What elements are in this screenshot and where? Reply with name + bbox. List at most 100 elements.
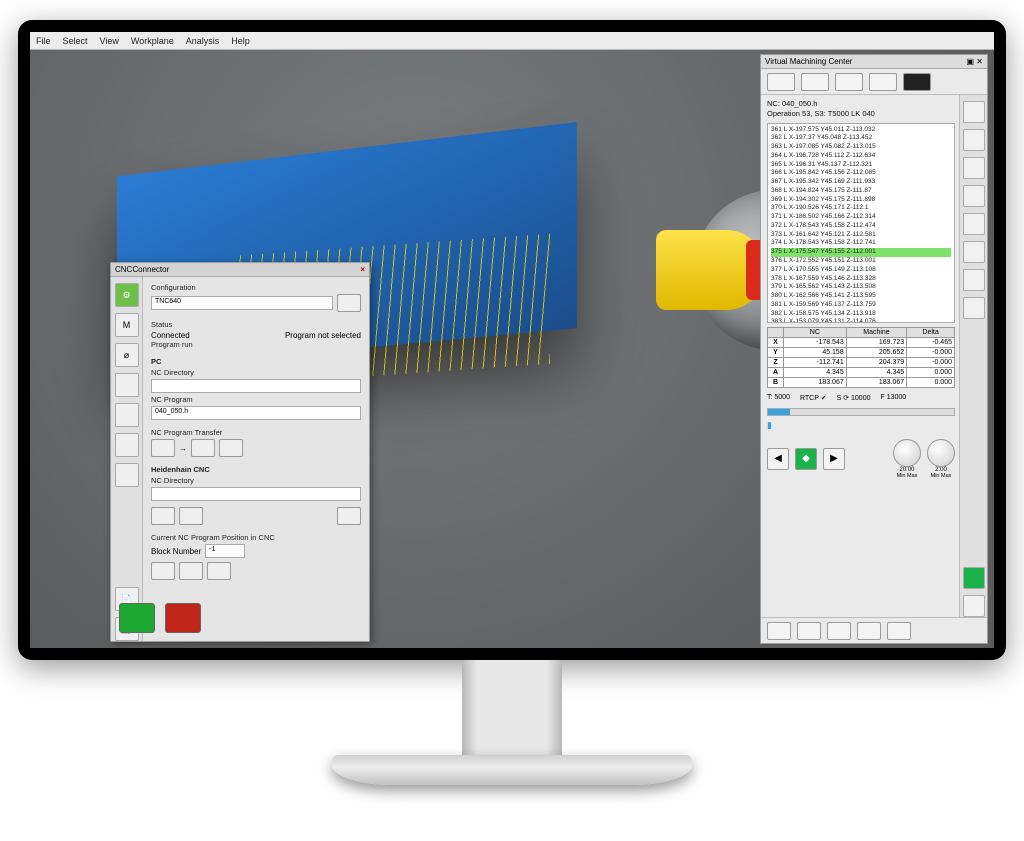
nc-line[interactable]: 366 L X-195.842 Y45.156 Z-112.085 (771, 169, 951, 178)
vmc-rbtn-4[interactable] (963, 185, 985, 207)
vmc-tool-3[interactable] (835, 73, 863, 91)
axis-row-B: B 183.067 183.067 0.000 (768, 377, 955, 387)
nc-line[interactable]: 376 L X-172.552 Y45.151 Z-113.001 (771, 257, 951, 266)
config-label: Configuration (151, 283, 361, 292)
nc-line[interactable]: 367 L X-195.342 Y45.169 Z-111.933 (771, 178, 951, 187)
nc-line[interactable]: 373 L X-161.642 Y45.121 Z-112.581 (771, 231, 951, 240)
vmc-tool-2[interactable] (801, 73, 829, 91)
vmc-tool-1[interactable] (767, 73, 795, 91)
nc-directory-field[interactable] (151, 379, 361, 393)
menu-workplane[interactable]: Workplane (131, 36, 174, 46)
vmc-rbtn-refresh-icon[interactable] (963, 297, 985, 319)
vmc-rbtn-6[interactable] (963, 241, 985, 263)
axis-nc: -112.741 (784, 357, 847, 367)
start-button[interactable] (119, 603, 155, 633)
vmc-tool-5[interactable] (903, 73, 931, 91)
play-button[interactable]: ◆ (795, 448, 817, 470)
cnc-tab-4[interactable] (115, 373, 139, 397)
nc-line[interactable]: 380 L X-162.566 Y45.141 Z-113.595 (771, 292, 951, 301)
axis-machine: 205.652 (846, 347, 906, 357)
cnc-tab-connect-icon[interactable]: ⚙ (115, 283, 139, 307)
cnc-connector-panel: CNCConnector × ⚙ M ⌀ 📄 📊 Configuration (110, 262, 370, 642)
nc-line[interactable]: 369 L X-194.302 Y45.175 Z-111.898 (771, 196, 951, 205)
nc-line[interactable]: 372 L X-178.543 Y45.158 Z-112.474 (771, 222, 951, 231)
nc-line[interactable]: 362 L X-197.37 Y45.048 Z-113.452 (771, 134, 951, 143)
nc-line[interactable]: 371 L X-186.502 Y45.166 Z-112.314 (771, 213, 951, 222)
pos-btn-1[interactable] (151, 562, 175, 580)
menu-select[interactable]: Select (63, 36, 88, 46)
menu-view[interactable]: View (100, 36, 119, 46)
vmc-run-button[interactable] (963, 567, 985, 589)
cnc-tab-tool-icon[interactable]: ⌀ (115, 343, 139, 367)
vmc-footer-btn-3[interactable] (827, 622, 851, 640)
vmc-window-controls[interactable]: ▣ ✕ (967, 57, 983, 66)
menu-analysis[interactable]: Analysis (186, 36, 220, 46)
speed-override-dial[interactable] (927, 439, 955, 467)
config-browse-button[interactable] (337, 294, 361, 312)
cnc-titlebar[interactable]: CNCConnector × (111, 263, 369, 277)
transfer-download-button[interactable] (151, 439, 175, 457)
nc-code-list[interactable]: 361 L X-197.575 Y45.011 Z-113.032362 L X… (767, 123, 955, 323)
pos-btn-2[interactable] (179, 562, 203, 580)
vmc-rbtn-2[interactable] (963, 129, 985, 151)
vmc-rbtn-last[interactable] (963, 595, 985, 617)
nc-line[interactable]: 381 L X-159.569 Y45.137 Z-113.759 (771, 301, 951, 310)
nc-line[interactable]: 370 L X-190.526 Y45.171 Z-112.1 (771, 204, 951, 213)
nc-line[interactable]: 383 L X-153.079 Y45.131 Z-114.076 (771, 318, 951, 322)
feed-override-dial[interactable] (893, 439, 921, 467)
close-icon[interactable]: × (360, 265, 365, 274)
nc-line[interactable]: 365 L X-196.31 Y45.137 Z-112.321 (771, 161, 951, 170)
axis-nc: 45.158 (784, 347, 847, 357)
cnc-tab-5[interactable] (115, 403, 139, 427)
stop-button[interactable] (165, 603, 201, 633)
nc-line[interactable]: 377 L X-170.555 Y45.149 Z-113.108 (771, 266, 951, 275)
heidenhain-btn-3[interactable] (337, 507, 361, 525)
vmc-rbtn-zoom-icon[interactable] (963, 213, 985, 235)
heidenhain-dir-field[interactable] (151, 487, 361, 501)
transfer-target-button[interactable] (191, 439, 215, 457)
cnc-tab-7[interactable] (115, 463, 139, 487)
menu-bar: File Select View Workplane Analysis Help (30, 32, 994, 50)
axis-delta: -0.000 (907, 347, 955, 357)
nc-line[interactable]: 375 L X-175.547 Y45.155 Z-112.001 (771, 248, 951, 257)
axis-nc: 183.067 (784, 377, 847, 387)
step-back-button[interactable]: ◀ (767, 448, 789, 470)
pc-label: PC (151, 357, 361, 366)
vmc-footer-btn-5[interactable] (887, 622, 911, 640)
block-number-field[interactable]: -1 (205, 544, 245, 558)
nc-line[interactable]: 378 L X-167.559 Y45.146 Z-113.328 (771, 275, 951, 284)
menu-help[interactable]: Help (231, 36, 250, 46)
nc-line[interactable]: 364 L X-196.728 Y45.112 Z-112.634 (771, 152, 951, 161)
vmc-rbtn-3[interactable] (963, 157, 985, 179)
nc-line[interactable]: 368 L X-194.824 Y45.175 Z-111.87 (771, 187, 951, 196)
nc-line[interactable]: 382 L X-158.575 Y45.134 Z-113.918 (771, 310, 951, 319)
pos-btn-3[interactable] (207, 562, 231, 580)
vmc-footer-btn-2[interactable] (797, 622, 821, 640)
axis-row-A: A 4.345 4.345 0.000 (768, 367, 955, 377)
vmc-rbtn-1[interactable] (963, 101, 985, 123)
step-fwd-button[interactable]: ▶ (823, 448, 845, 470)
axis-delta: 0.000 (907, 377, 955, 387)
vmc-titlebar[interactable]: Virtual Machining Center ▣ ✕ (761, 55, 987, 69)
transfer-settings-button[interactable] (219, 439, 243, 457)
menu-file[interactable]: File (36, 36, 51, 46)
vmc-footer-btn-4[interactable] (857, 622, 881, 640)
nc-program-field[interactable]: 040_050.h (151, 406, 361, 420)
cnc-tab-machine-icon[interactable]: M (115, 313, 139, 337)
nc-line[interactable]: 379 L X-165.562 Y45.143 Z-113.508 (771, 283, 951, 292)
progress-bar[interactable] (767, 408, 955, 416)
vmc-rbtn-settings-icon[interactable] (963, 269, 985, 291)
config-select[interactable]: TNC640 (151, 296, 333, 310)
nc-line[interactable]: 374 L X-178.543 Y45.158 Z-112.741 (771, 239, 951, 248)
nc-line[interactable]: 363 L X-197.085 Y45.082 Z-113.015 (771, 143, 951, 152)
nc-line[interactable]: 361 L X-197.575 Y45.011 Z-113.032 (771, 126, 951, 135)
block-number-label: Block Number (151, 547, 201, 556)
vmc-footer-btn-1[interactable] (767, 622, 791, 640)
heidenhain-btn-1[interactable] (151, 507, 175, 525)
axis-machine: 169.723 (846, 337, 906, 347)
vmc-footer (761, 617, 987, 643)
vmc-tool-4[interactable] (869, 73, 897, 91)
heidenhain-btn-2[interactable] (179, 507, 203, 525)
cnc-tab-6[interactable] (115, 433, 139, 457)
axis-col-nc: NC (784, 327, 847, 337)
